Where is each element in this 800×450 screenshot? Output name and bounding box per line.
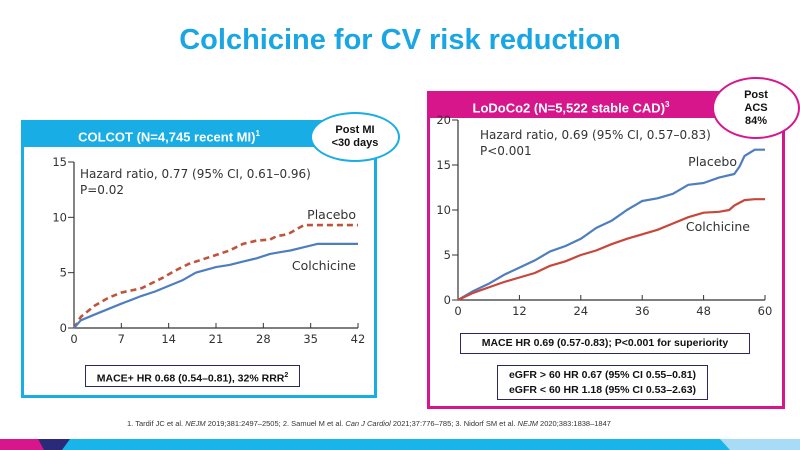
post-acs-line1: Post <box>744 88 768 101</box>
lodoco2-placebo-label: Placebo <box>688 154 737 169</box>
colcot-x-tick-label: 28 <box>256 332 271 346</box>
footer-band-light <box>720 439 800 450</box>
lodoco2-header-ref: 3 <box>665 100 670 109</box>
footer-band-magenta <box>0 439 46 450</box>
post-acs-line2: ACS <box>744 101 768 114</box>
slide-title: Colchicine for CV risk reduction <box>179 24 621 56</box>
post-mi-line2: <30 days <box>331 137 379 149</box>
post-acs-bubble: Post ACS 84% <box>712 77 800 139</box>
lodoco2-x-tick-label: 24 <box>573 304 588 318</box>
lodoco2-y-tick-label: 20 <box>436 113 451 127</box>
lodoco2-y-tick-label: 5 <box>444 248 451 262</box>
lodoco2-placebo-curve <box>457 148 765 301</box>
references: 1. Tardif JC et al. NEJM 2019;381:2497–2… <box>127 419 611 428</box>
colcot-mace-result: MACE+ HR 0.68 (0.54–0.81), 32% RRR2 <box>85 365 300 387</box>
footer-band <box>0 439 800 450</box>
ref-3-text: 2021;37:776–785; 3. Nidorf SM et al. <box>390 419 518 428</box>
colcot-chart: Hazard ratio, 0.77 (95% CI, 0.61–0.96) P… <box>52 155 365 346</box>
colcot-x-tick-label: 14 <box>161 332 176 346</box>
lodoco2-y-tick-label: 10 <box>436 203 451 217</box>
colcot-x-tick-label: 42 <box>351 332 366 346</box>
colcot-x-tick-label: 7 <box>118 332 125 346</box>
ref-1-journal: NEJM <box>185 419 206 428</box>
colcot-x-tick-label: 21 <box>209 332 224 346</box>
lodoco2-header-text: LoDoCo2 (N=5,522 stable CAD) <box>472 100 666 116</box>
lodoco2-chart: Hazard ratio, 0.69 (95% CI, 0.57–0.83) P… <box>436 113 772 318</box>
colcot-colchicine-label: Colchicine <box>292 258 356 273</box>
colcot-mace-text: MACE+ HR 0.68 (0.54–0.81), 32% RRR <box>96 372 285 385</box>
lodoco2-colchicine-label: Colchicine <box>686 219 750 234</box>
ref-2-journal: Can J Cardiol <box>345 419 391 428</box>
lodoco2-x-tick-label: 48 <box>696 304 711 318</box>
colcot-header-text: COLCOT (N=4,745 recent MI) <box>78 129 256 145</box>
footer-band-cyan <box>0 439 800 450</box>
lodoco2-x-tick-label: 12 <box>512 304 527 318</box>
lodoco2-x-tick-label: 60 <box>758 304 773 318</box>
lodoco2-y-tick-label: 15 <box>436 158 451 172</box>
lodoco2-panel: LoDoCo2 (N=5,522 stable CAD)3 <box>427 91 785 409</box>
colcot-x-tick-label: 0 <box>70 332 77 346</box>
colcot-header-ref: 1 <box>255 129 260 138</box>
ref-3-journal: NEJM <box>517 419 538 428</box>
egfr-below-60: eGFR < 60 HR 1.18 (95% CI 0.53–2.63) <box>508 384 697 396</box>
colcot-y-tick-label: 5 <box>60 266 67 280</box>
ref-1-text: 1. Tardif JC et al. <box>127 419 186 428</box>
ref-3-tail: 2020;383:1838–1847 <box>537 419 611 428</box>
post-acs-line3: 84% <box>744 114 768 127</box>
lodoco2-y-tick-label: 0 <box>444 293 451 307</box>
colcot-hr-annotation: Hazard ratio, 0.77 (95% CI, 0.61–0.96) <box>80 167 311 181</box>
colcot-y-tick-label: 15 <box>52 155 67 169</box>
post-mi-line1: Post MI <box>335 124 375 136</box>
lodoco2-p-annotation: P<0.001 <box>480 144 532 158</box>
colcot-placebo-curve <box>72 223 358 329</box>
post-mi-bubble: Post MI <30 days <box>310 112 400 162</box>
lodoco2-x-tick-label: 0 <box>454 304 461 318</box>
lodoco2-colchicine-curve <box>457 198 765 301</box>
colcot-mace-ref: 2 <box>284 372 289 379</box>
colcot-x-tick-label: 35 <box>303 332 318 346</box>
ref-2-text: 2019;381:2497–2505; 2. Samuel M et al. <box>205 419 346 428</box>
egfr-above-60: eGFR > 60 HR 0.67 (95% CI 0.55–0.81) <box>508 369 697 381</box>
colcot-y-tick-label: 0 <box>60 321 67 335</box>
colcot-p-annotation: P=0.02 <box>80 183 124 197</box>
lodoco2-egfr-result: eGFR > 60 HR 0.67 (95% CI 0.55–0.81) eGF… <box>497 365 708 400</box>
colcot-y-tick-label: 10 <box>52 210 67 224</box>
lodoco2-hr-annotation: Hazard ratio, 0.69 (95% CI, 0.57–0.83) <box>480 128 711 142</box>
footer-band-navy <box>38 439 70 450</box>
lodoco2-x-tick-label: 36 <box>635 304 650 318</box>
colcot-placebo-label: Placebo <box>307 207 356 222</box>
colcot-colchicine-curve <box>73 242 358 329</box>
lodoco2-mace-result: MACE HR 0.69 (0.57-0.83); P<0.001 for su… <box>460 333 750 354</box>
